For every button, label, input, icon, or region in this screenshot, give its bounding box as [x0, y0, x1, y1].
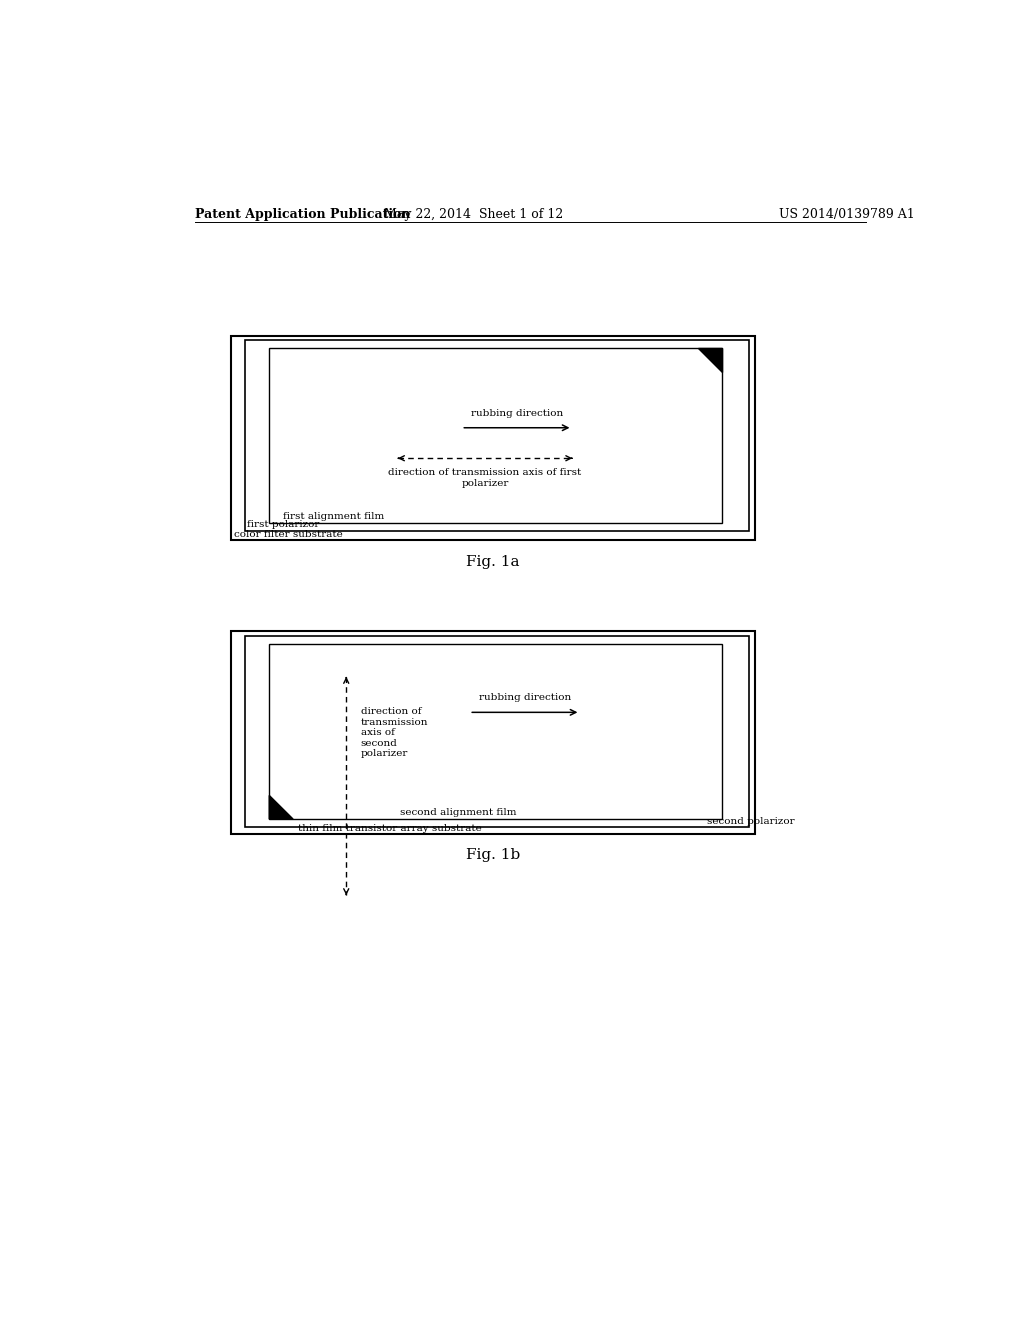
Text: rubbing direction: rubbing direction — [478, 693, 571, 702]
Text: second polarizor: second polarizor — [707, 817, 795, 826]
Bar — [246, 636, 750, 828]
Bar — [269, 348, 722, 523]
Text: Patent Application Publication: Patent Application Publication — [196, 209, 411, 222]
Text: Fig. 1b: Fig. 1b — [466, 847, 520, 862]
Text: thin film transistor array substrate: thin film transistor array substrate — [298, 824, 481, 833]
Text: US 2014/0139789 A1: US 2014/0139789 A1 — [778, 209, 914, 222]
Polygon shape — [697, 348, 722, 372]
Text: color filter substrate: color filter substrate — [233, 529, 342, 539]
Text: rubbing direction: rubbing direction — [471, 409, 563, 417]
Text: direction of transmission axis of first
polarizer: direction of transmission axis of first … — [388, 469, 582, 488]
Polygon shape — [269, 796, 293, 818]
Bar — [269, 644, 722, 818]
Bar — [246, 341, 750, 532]
Bar — [231, 631, 755, 834]
Bar — [231, 337, 755, 540]
Text: second alignment film: second alignment film — [400, 808, 517, 817]
Text: Fig. 1a: Fig. 1a — [466, 554, 520, 569]
Text: first alignment film: first alignment film — [283, 512, 384, 521]
Text: first polarizor: first polarizor — [247, 520, 319, 529]
Text: direction of
transmission
axis of
second
polarizer: direction of transmission axis of second… — [360, 708, 428, 758]
Text: May 22, 2014  Sheet 1 of 12: May 22, 2014 Sheet 1 of 12 — [384, 209, 563, 222]
